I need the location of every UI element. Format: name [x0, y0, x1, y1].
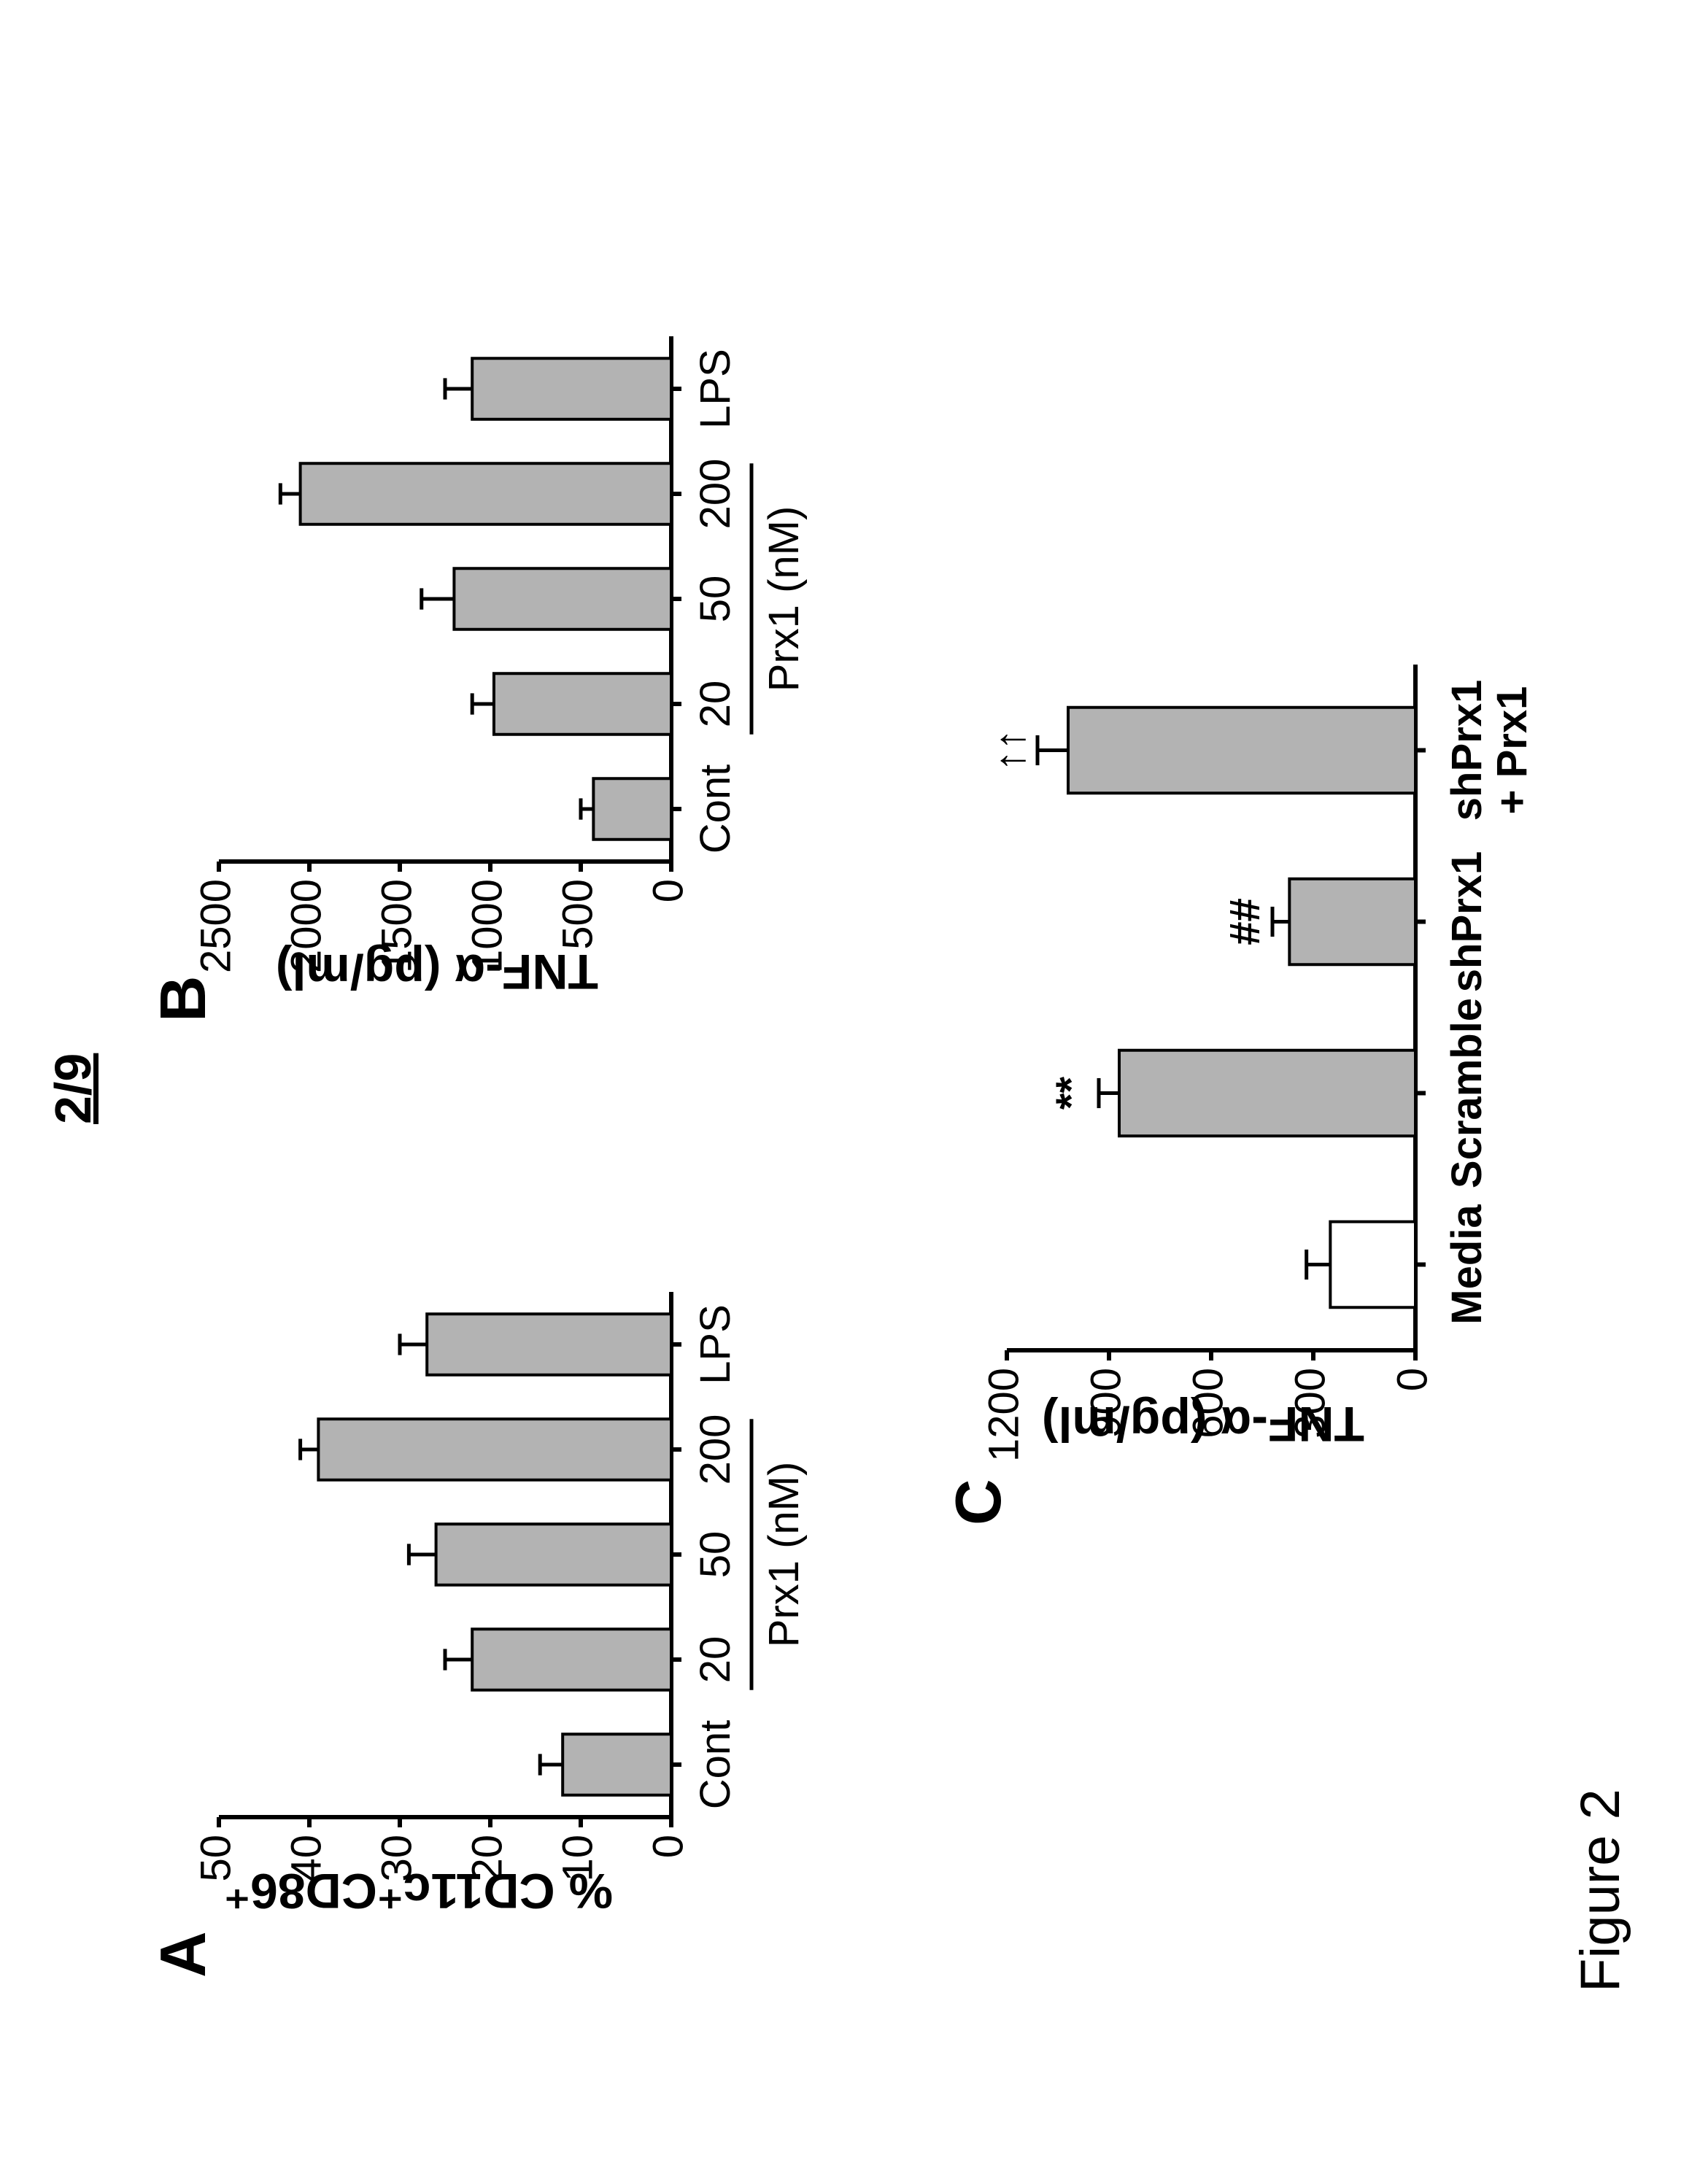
svg-text:1200: 1200 — [980, 1368, 1027, 1462]
svg-text:0: 0 — [644, 879, 692, 902]
svg-text:200: 200 — [692, 1414, 739, 1485]
svg-text:0: 0 — [644, 1835, 692, 1858]
panel-b-ytitle: TNF-α (pg/ml) — [276, 943, 598, 1000]
svg-text:##: ## — [1221, 898, 1269, 945]
svg-text:50: 50 — [692, 1531, 739, 1579]
svg-text:LPS: LPS — [692, 349, 739, 429]
svg-text:Cont: Cont — [692, 1720, 739, 1810]
svg-text:Prx1 (nM): Prx1 (nM) — [760, 506, 808, 692]
svg-text:LPS: LPS — [692, 1304, 739, 1385]
page-root: 2/9 A B C Figure 2 01020304050Cont205020… — [0, 0, 1708, 2160]
svg-text:Media: Media — [1443, 1204, 1491, 1325]
charts-svg: 01020304050Cont2050200LPSPrx1 (nM)050010… — [0, 0, 1708, 2160]
svg-text:20: 20 — [692, 1636, 739, 1684]
panel-c-ytitle: TNF-α (pg/ml) — [1042, 1396, 1364, 1452]
rotated-content: 2/9 A B C Figure 2 01020304050Cont205020… — [0, 0, 1708, 2160]
svg-text:50: 50 — [692, 576, 739, 623]
svg-text:2500: 2500 — [192, 879, 239, 973]
svg-text:↑↑: ↑↑ — [986, 729, 1034, 772]
svg-text:shPrx1: shPrx1 — [1443, 680, 1491, 821]
svg-text:0: 0 — [1388, 1368, 1436, 1391]
svg-text:200: 200 — [692, 459, 739, 530]
svg-text:500: 500 — [554, 879, 601, 950]
svg-text:**: ** — [1048, 1077, 1095, 1110]
svg-text:Cont: Cont — [692, 764, 739, 854]
svg-text:Prx1 (nM): Prx1 (nM) — [760, 1462, 808, 1648]
svg-text:20: 20 — [692, 681, 739, 728]
svg-text:shPrx1: shPrx1 — [1443, 851, 1491, 992]
panel-a-ytitle: % CD11c⁺CD86⁺ — [224, 1862, 613, 1919]
svg-text:+ Prx1: + Prx1 — [1488, 686, 1536, 815]
svg-text:Scramble: Scramble — [1443, 998, 1491, 1188]
